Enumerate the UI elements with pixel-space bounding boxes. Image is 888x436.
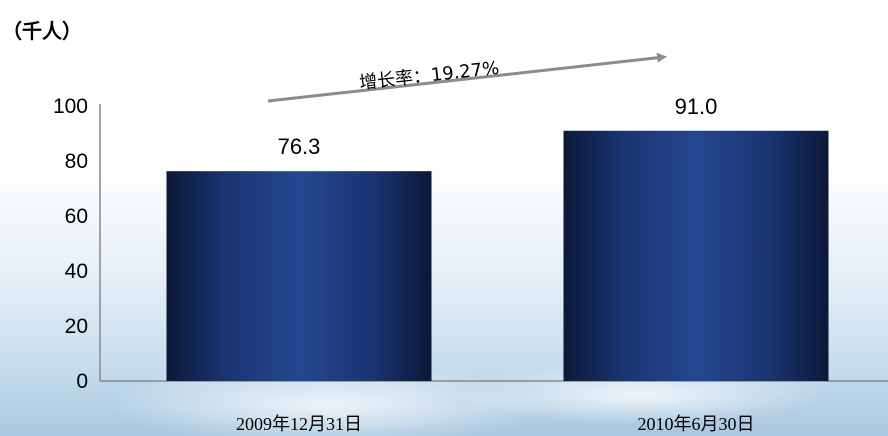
y-tick-label: 20 [65, 315, 88, 338]
category-labels: 2009年12月31日 2010年6月30日 [236, 414, 755, 434]
y-tick-label: 60 [65, 205, 88, 228]
category-label: 2009年12月31日 [236, 414, 362, 434]
value-labels: 76.3 91.0 [278, 94, 718, 159]
category-label: 2010年6月30日 [638, 414, 755, 434]
unit-label: （千人） [2, 19, 82, 43]
value-label: 76.3 [278, 134, 321, 159]
bar [166, 171, 432, 381]
y-tick-label: 100 [53, 95, 88, 118]
bars [166, 130, 829, 381]
bar [563, 130, 829, 381]
value-label: 91.0 [675, 94, 718, 119]
y-tick-label: 80 [65, 150, 88, 173]
cloud-highlight [110, 365, 550, 436]
y-tick-label: 40 [65, 260, 88, 283]
growth-arrow [267, 52, 667, 103]
y-tick-label: 0 [76, 370, 88, 393]
y-tick-labels: 0 20 40 60 80 100 [53, 95, 88, 393]
